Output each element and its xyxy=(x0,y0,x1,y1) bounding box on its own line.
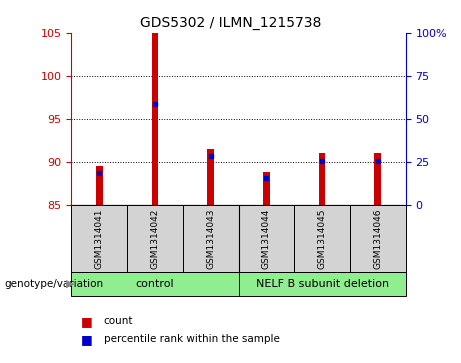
Text: GSM1314043: GSM1314043 xyxy=(206,208,215,269)
Bar xyxy=(319,154,325,205)
Bar xyxy=(238,272,406,296)
Text: NELF B subunit deletion: NELF B subunit deletion xyxy=(255,279,389,289)
Bar xyxy=(207,149,214,205)
Text: GSM1314046: GSM1314046 xyxy=(373,208,382,269)
Text: ▶: ▶ xyxy=(66,279,74,289)
Text: GDS5302 / ILMN_1215738: GDS5302 / ILMN_1215738 xyxy=(140,16,321,30)
Text: ■: ■ xyxy=(81,315,92,328)
Bar xyxy=(96,166,103,205)
Text: GSM1314045: GSM1314045 xyxy=(318,208,327,269)
Text: control: control xyxy=(136,279,174,289)
Bar xyxy=(374,154,381,205)
Text: GSM1314041: GSM1314041 xyxy=(95,208,104,269)
Bar xyxy=(127,205,183,272)
Text: count: count xyxy=(104,316,133,326)
Bar xyxy=(350,205,406,272)
Text: ■: ■ xyxy=(81,333,92,346)
Text: GSM1314044: GSM1314044 xyxy=(262,208,271,269)
Text: genotype/variation: genotype/variation xyxy=(5,279,104,289)
Text: percentile rank within the sample: percentile rank within the sample xyxy=(104,334,280,344)
Bar xyxy=(71,272,239,296)
Text: GSM1314042: GSM1314042 xyxy=(150,208,160,269)
Bar xyxy=(263,172,270,205)
Bar xyxy=(183,205,238,272)
Bar xyxy=(71,205,127,272)
Bar xyxy=(152,33,159,205)
Bar xyxy=(238,205,294,272)
Bar xyxy=(294,205,350,272)
